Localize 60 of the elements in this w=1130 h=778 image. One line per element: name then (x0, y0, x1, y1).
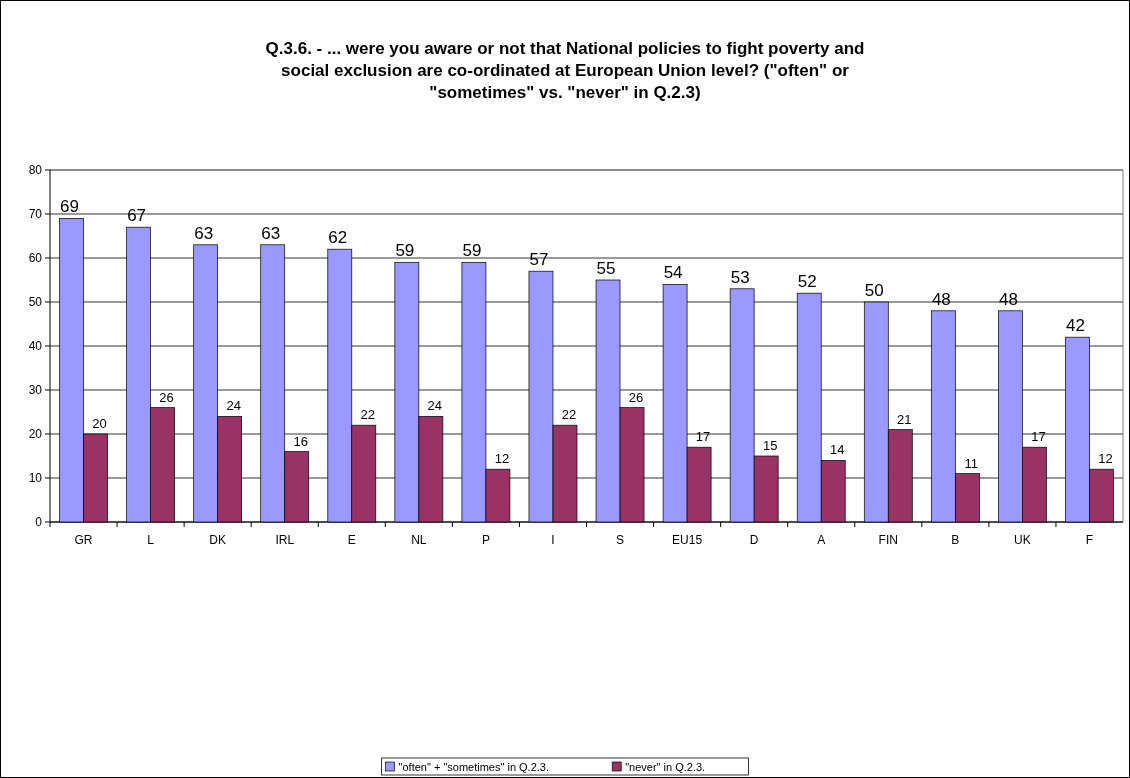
x-tick-label: EU15 (672, 533, 703, 547)
data-label: 67 (127, 206, 147, 226)
data-label: 63 (261, 223, 281, 243)
x-tick-label: A (817, 533, 826, 547)
data-label: 17 (1031, 429, 1046, 445)
x-tick-label: S (616, 533, 625, 547)
x-tick-label: DK (209, 533, 226, 547)
y-tick-label: 40 (28, 339, 43, 353)
data-label: 26 (159, 389, 174, 405)
data-label: 24 (226, 398, 241, 414)
data-label: 59 (462, 241, 482, 261)
x-tick-label: B (951, 533, 960, 547)
data-label: 55 (596, 259, 616, 278)
x-tick-label: FIN (878, 533, 898, 547)
legend-label: "never" in Q.2.3. (625, 761, 706, 773)
data-label: 12 (1098, 451, 1113, 467)
x-tick-label: P (481, 533, 490, 547)
x-tick-label: GR (74, 533, 93, 547)
data-label: 21 (897, 411, 912, 427)
y-tick-label: 20 (28, 427, 43, 441)
data-label: 54 (663, 263, 683, 283)
data-label: 69 (60, 197, 79, 217)
data-label: 20 (92, 416, 107, 431)
data-label: 57 (529, 250, 549, 270)
data-label: 14 (829, 442, 845, 458)
data-label: 50 (864, 281, 884, 300)
data-label: 26 (628, 389, 644, 405)
y-tick-label: 70 (28, 207, 43, 221)
chart-title: Q.3.6. - ... were you aware or not that National policies to fight poverty and social exclusion are co-ordinated at European Union level? ("often" or "sometimes" vs. "never" in Q.2.3) (265, 39, 865, 102)
data-label: 63 (194, 223, 214, 243)
y-tick-label: 60 (28, 251, 43, 265)
data-label: 59 (395, 241, 415, 261)
x-tick-label: F (1085, 533, 1094, 547)
y-tick-label: 80 (28, 163, 43, 177)
x-tick-label: E (347, 533, 356, 547)
data-label: 16 (293, 433, 308, 449)
y-tick-label: 50 (28, 295, 43, 309)
data-label: 22 (561, 407, 577, 423)
data-label: 53 (730, 267, 750, 287)
data-label: 62 (328, 228, 348, 248)
y-tick-label: 30 (28, 383, 43, 397)
x-tick-label: L (147, 533, 155, 547)
data-label: 15 (762, 438, 778, 453)
y-tick-label: 10 (28, 471, 43, 485)
data-label: 52 (797, 272, 817, 292)
data-label: 48 (931, 289, 951, 309)
x-tick-label: UK (1014, 533, 1031, 547)
data-label: 24 (427, 398, 443, 414)
x-tick-label: NL (411, 533, 427, 547)
data-label: 48 (998, 289, 1018, 309)
x-tick-label: D (749, 533, 759, 547)
data-label: 12 (494, 451, 510, 467)
legend-label: "often" + "sometimes" in Q.2.3. (398, 761, 550, 773)
data-label: 42 (1066, 316, 1085, 336)
data-label: 17 (695, 429, 711, 445)
y-tick-label: 0 (35, 515, 43, 529)
x-tick-label: IRL (275, 533, 295, 547)
x-tick-label: I (551, 533, 555, 547)
data-label: 11 (964, 455, 979, 471)
data-label: 22 (360, 407, 376, 423)
